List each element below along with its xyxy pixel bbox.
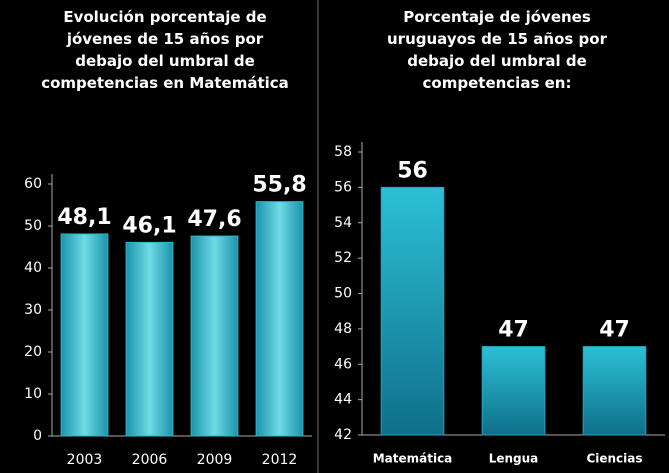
bar bbox=[481, 346, 546, 436]
value-label: 47 bbox=[498, 318, 529, 343]
y-tick-label: 10 bbox=[24, 386, 42, 402]
value-label: 47 bbox=[599, 318, 630, 343]
y-tick-label: 60 bbox=[24, 176, 42, 192]
y-tick-label: 40 bbox=[24, 260, 42, 276]
bar bbox=[582, 346, 647, 436]
value-label: 46,1 bbox=[122, 213, 176, 238]
value-label: 55,8 bbox=[252, 173, 306, 198]
bar bbox=[125, 241, 174, 437]
value-label: 48,1 bbox=[57, 205, 111, 230]
bar bbox=[380, 186, 445, 436]
x-tick-label: Matemática bbox=[373, 452, 453, 466]
bar bbox=[190, 235, 239, 437]
y-tick-label: 42 bbox=[334, 427, 352, 443]
bar bbox=[60, 233, 109, 437]
y-tick-label: 46 bbox=[334, 356, 352, 372]
x-tick-label: 2006 bbox=[132, 452, 168, 468]
value-label: 56 bbox=[397, 158, 428, 183]
chart-title: Porcentaje de jóvenes uruguayos de 15 añ… bbox=[387, 8, 607, 92]
y-tick-label: 56 bbox=[334, 179, 352, 195]
x-tick-label: 2012 bbox=[262, 452, 298, 468]
y-tick-label: 52 bbox=[334, 250, 352, 266]
y-tick-label: 44 bbox=[334, 392, 352, 408]
y-tick-label: 58 bbox=[334, 144, 352, 160]
bar bbox=[255, 201, 304, 437]
y-tick-label: 48 bbox=[334, 321, 352, 337]
y-tick-label: 54 bbox=[334, 215, 352, 231]
y-tick-label: 20 bbox=[24, 344, 42, 360]
x-tick-label: Lengua bbox=[489, 452, 539, 466]
y-tick-label: 50 bbox=[334, 286, 352, 302]
y-tick-label: 30 bbox=[24, 302, 42, 318]
x-tick-label: 2009 bbox=[197, 452, 233, 468]
y-tick-label: 0 bbox=[33, 428, 42, 444]
y-tick-label: 50 bbox=[24, 218, 42, 234]
x-tick-label: 2003 bbox=[67, 452, 103, 468]
value-label: 47,6 bbox=[187, 207, 241, 232]
chart-title: Evolución porcentaje de jóvenes de 15 añ… bbox=[41, 8, 289, 92]
x-tick-label: Ciencias bbox=[586, 452, 642, 466]
